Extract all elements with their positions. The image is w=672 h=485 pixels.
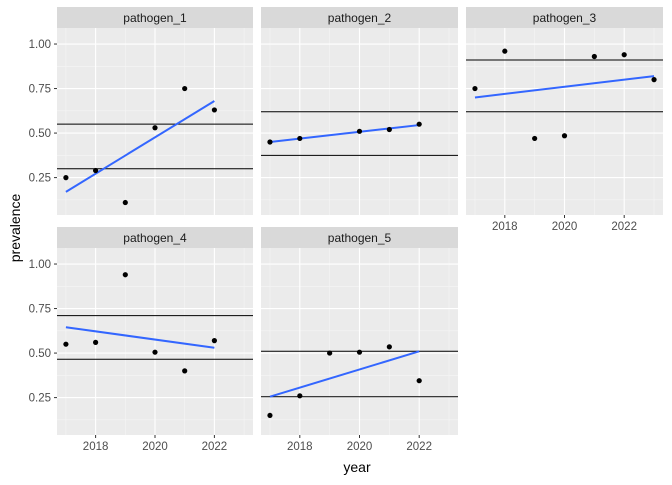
data-point [561,133,568,139]
facet-panel: pathogen_4 0.25 0.50 0.75 1.00 2018 2020 2022 [29,227,253,453]
data-point [356,349,363,355]
trend-line [269,124,420,143]
facet-strip-label: pathogen_5 [328,231,392,245]
y-tick-label: 0.25 [29,393,51,405]
data-point [356,128,363,134]
data-point [211,107,217,113]
data-point [63,341,69,347]
data-point [122,272,128,278]
y-tick-label: 0.75 [29,304,51,316]
facet-strip-label: pathogen_3 [533,11,597,25]
data-point [182,85,188,92]
y-tick-label: 1.00 [29,259,51,271]
data-point [472,85,478,92]
data-point [93,339,99,345]
data-point [502,48,508,54]
facet-strip-label: pathogen_1 [123,11,187,25]
data-point [327,350,333,356]
data-point [416,378,422,384]
data-point [386,126,392,133]
x-tick-label: 2018 [492,221,518,233]
data-point [63,175,69,181]
trend-line [65,326,215,349]
facet-strip-label: pathogen_4 [123,231,187,245]
data-point [122,199,128,206]
x-tick-label: 2018 [287,441,313,453]
y-tick-label: 1.00 [29,39,51,51]
data-point [93,167,99,174]
facet-strip [57,7,253,28]
data-point [211,338,217,344]
facet-panel: pathogen_3 2018 2020 2022 [466,7,663,233]
data-point [267,139,273,145]
data-point [152,125,158,131]
data-point [591,53,597,60]
x-tick-label: 2022 [406,441,432,453]
data-point [386,344,392,350]
x-tick-label: 2022 [202,441,228,453]
data-point [267,412,273,419]
trend-line [474,75,655,99]
x-tick-label: 2018 [83,441,109,453]
facet-panel: pathogen_1 0.25 0.50 0.75 1.00 [29,7,253,215]
data-point [182,368,188,374]
trend-line [269,350,420,398]
facet-panel: pathogen_5 2018 2020 2022 [261,227,458,453]
data-point [297,135,303,142]
data-point [621,52,627,58]
x-axis-title: year [343,459,371,475]
facet-strip [57,227,253,248]
facet-strip [466,7,663,28]
x-tick-label: 2020 [142,441,168,453]
y-tick-label: 0.25 [29,173,51,185]
data-point [297,393,303,399]
y-tick-label: 0.75 [29,84,51,96]
x-tick-label: 2022 [611,221,637,233]
data-point [651,77,657,83]
x-tick-label: 2020 [347,441,373,453]
y-tick-label: 0.50 [29,348,51,360]
trend-line [65,100,215,193]
x-tick-label: 2020 [552,221,578,233]
y-axis-title: prevalence [7,194,23,263]
facet-panel: pathogen_2 [261,7,458,215]
facet-strip-label: pathogen_2 [328,11,392,25]
data-point [416,121,422,127]
data-point [152,349,158,355]
facet-strip [261,7,458,28]
facet-strip [261,227,458,248]
y-tick-label: 0.50 [29,128,51,140]
data-point [532,135,538,142]
